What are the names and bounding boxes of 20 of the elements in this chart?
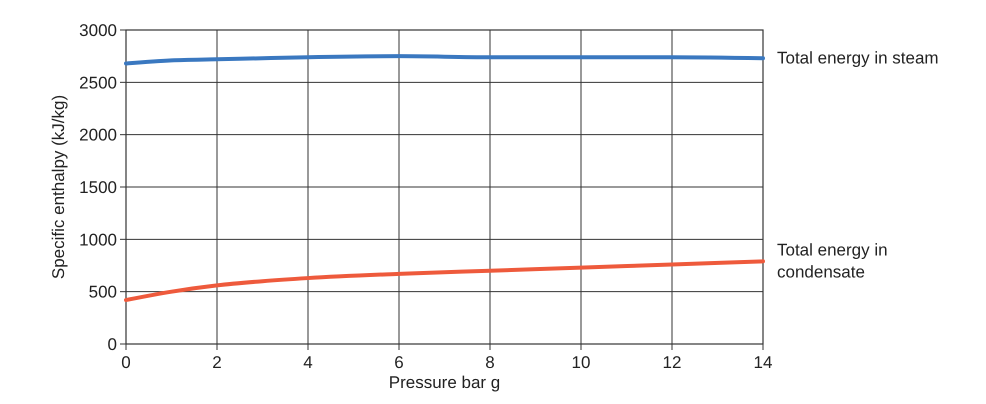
- x-tick-label: 4: [303, 353, 313, 372]
- x-axis-title: Pressure bar g: [388, 373, 500, 392]
- y-tick-label: 0: [108, 335, 117, 354]
- y-tick-label: 500: [88, 282, 117, 302]
- series-label: Total energy in condensate: [777, 240, 888, 282]
- x-tick-label: 6: [394, 353, 404, 372]
- y-tick-label: 3000: [79, 21, 117, 40]
- x-tick-label: 14: [754, 353, 772, 372]
- x-tick-label: 10: [572, 353, 590, 372]
- y-tick-label: 1500: [79, 178, 117, 197]
- y-tick-label: 1000: [79, 230, 117, 250]
- series-label: Total energy in steam: [777, 48, 939, 68]
- y-tick-label: 2000: [79, 126, 117, 145]
- line-series: [124, 54, 765, 66]
- x-tick-label: 8: [485, 353, 495, 372]
- y-axis-title: Specific enthalpy (kJ/kg): [49, 94, 68, 280]
- x-tick-label: 2: [212, 353, 222, 372]
- x-tick-label: 0: [121, 353, 131, 372]
- x-tick-label: 12: [662, 353, 682, 372]
- y-tick-label: 2500: [79, 73, 117, 92]
